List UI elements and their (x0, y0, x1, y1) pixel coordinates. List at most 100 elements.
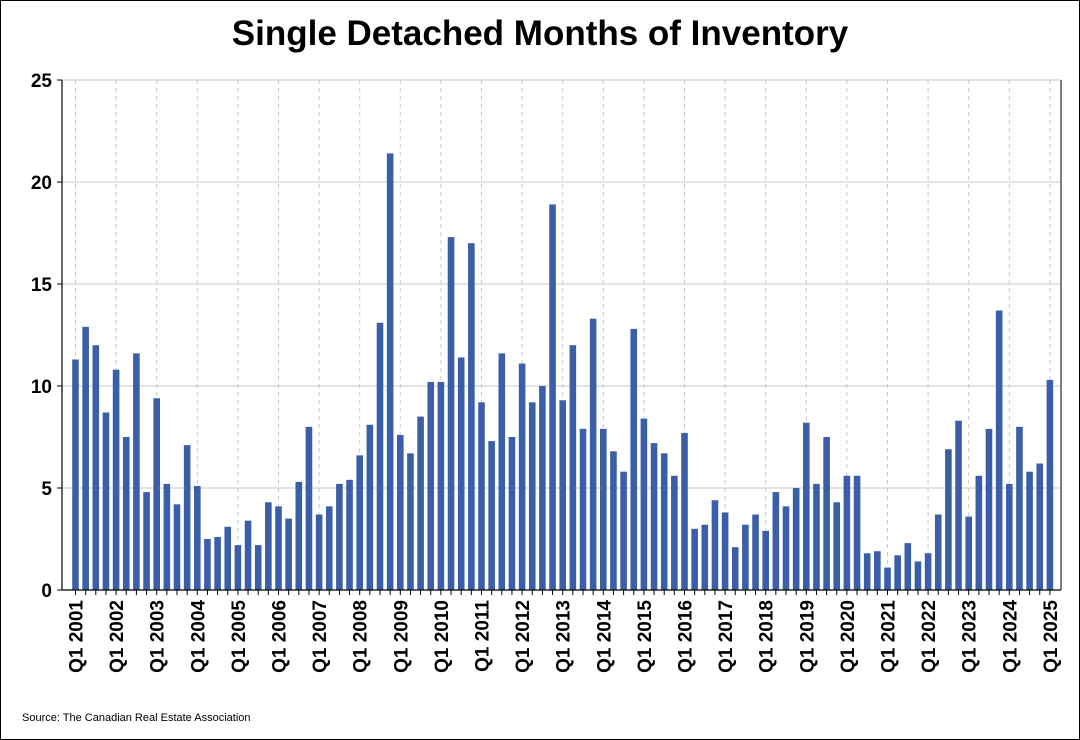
bar (945, 449, 952, 590)
bar (214, 536, 221, 590)
x-tick-label: Q1 2009 (391, 600, 412, 673)
bar (894, 555, 901, 590)
bar (133, 353, 140, 590)
bar (457, 357, 465, 590)
x-tick-label: Q1 2025 (1041, 600, 1062, 673)
y-tick-label: 10 (31, 377, 52, 398)
x-tick-label: Q1 2008 (351, 600, 372, 673)
bar (173, 504, 181, 590)
bar (660, 453, 668, 590)
y-tick-label: 5 (41, 479, 52, 500)
bar (863, 553, 871, 590)
bar (163, 483, 171, 590)
bar (275, 506, 282, 590)
x-tick-label: Q1 2010 (432, 600, 453, 673)
axes (57, 79, 1062, 595)
x-tick-label: Q1 2015 (635, 600, 656, 673)
bar (671, 475, 678, 590)
x-tick-label: Q1 2007 (310, 600, 331, 673)
bar (285, 518, 292, 590)
bar (488, 441, 495, 590)
bar (600, 428, 607, 590)
bar (528, 402, 536, 590)
bar (325, 506, 333, 590)
bar (782, 506, 790, 590)
y-tick-label: 25 (31, 71, 53, 92)
bar (1006, 483, 1013, 590)
x-tick-label: Q1 2012 (513, 600, 534, 673)
bar (1016, 426, 1023, 590)
bar (762, 530, 769, 590)
bar (711, 500, 719, 590)
bar (204, 539, 211, 590)
bar (610, 451, 617, 590)
bar (305, 426, 313, 590)
bar (72, 359, 79, 590)
bar (336, 483, 343, 590)
bar (1036, 463, 1044, 590)
y-tick-label: 0 (41, 581, 52, 602)
x-tick-label: Q1 2004 (188, 600, 209, 673)
bar (965, 516, 972, 590)
bar (620, 471, 627, 590)
bar (143, 492, 150, 590)
bar (701, 524, 709, 590)
bar (417, 416, 424, 590)
x-tick-label: Q1 2013 (554, 600, 575, 673)
bar (579, 428, 587, 590)
bar (955, 420, 962, 590)
bar (985, 428, 993, 590)
bar (549, 204, 556, 590)
bar (508, 437, 516, 590)
bar (640, 418, 648, 590)
x-tick-label: Q1 2002 (107, 600, 128, 673)
x-tick-label: Q1 2023 (960, 600, 981, 673)
x-tick-label: Q1 2024 (1000, 600, 1021, 673)
chart-title: Single Detached Months of Inventory (231, 14, 849, 53)
y-tick-label: 20 (31, 173, 52, 194)
bar (833, 502, 841, 590)
bar (376, 322, 384, 590)
bar (772, 492, 780, 590)
bar (813, 483, 820, 590)
bar (82, 326, 89, 590)
bar (356, 455, 363, 590)
bar (995, 310, 1003, 590)
bar (823, 437, 830, 590)
bar (681, 432, 688, 590)
bar (447, 237, 455, 590)
x-tick-label: Q1 2021 (879, 600, 900, 673)
x-tick-label: Q1 2016 (676, 600, 697, 673)
bar (569, 345, 577, 590)
bar (792, 488, 800, 590)
bar (468, 243, 475, 590)
bar (914, 561, 922, 590)
bar (721, 512, 729, 590)
bar (924, 553, 932, 590)
bar (194, 485, 201, 590)
x-tick-label: Q1 2001 (67, 600, 88, 673)
bar (1026, 471, 1033, 590)
bar (153, 398, 160, 590)
bar (518, 363, 526, 590)
bar (224, 526, 232, 590)
bar (102, 412, 110, 590)
bar (559, 400, 566, 590)
x-tick-label: Q1 2020 (838, 600, 859, 673)
x-tick-label: Q1 2006 (270, 600, 291, 673)
bar (122, 437, 130, 590)
bar (742, 524, 749, 590)
bar (691, 528, 698, 590)
bar (315, 514, 323, 590)
bar (752, 514, 759, 590)
x-tick-label: Q1 2011 (473, 600, 494, 672)
bar (874, 551, 881, 590)
bar (183, 445, 191, 590)
bar (346, 479, 353, 590)
bar (934, 514, 942, 590)
x-tick-label: Q1 2014 (594, 600, 615, 673)
bar (904, 543, 912, 590)
bar (853, 475, 861, 590)
